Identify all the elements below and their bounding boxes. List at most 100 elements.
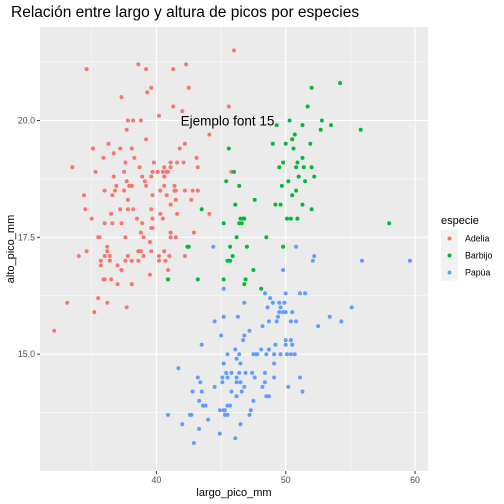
point-adelia — [175, 160, 180, 165]
y-tick-label: 20.0 — [18, 115, 35, 125]
point-papua — [242, 333, 247, 338]
point-adelia — [65, 300, 70, 305]
point-papua — [247, 328, 252, 333]
point-adelia — [124, 305, 129, 310]
point-adelia — [173, 235, 178, 240]
point-adelia — [113, 188, 117, 193]
point-adelia — [168, 202, 173, 207]
point-adelia — [157, 113, 161, 118]
point-adelia — [164, 193, 169, 198]
point-papua — [274, 319, 279, 324]
point-adelia — [131, 207, 136, 212]
point-papua — [225, 375, 230, 380]
point-papua — [339, 319, 344, 324]
point-adelia — [91, 146, 95, 151]
point-papua — [349, 305, 354, 310]
point-adelia — [190, 188, 195, 193]
point-barbijo — [273, 202, 278, 207]
point-adelia — [182, 254, 187, 258]
point-papua — [407, 258, 412, 263]
legend: especie Adelia Barbijo Papúa — [441, 215, 492, 281]
point-papua — [283, 310, 288, 315]
point-papua — [281, 268, 286, 272]
chart-title: Relación entre largo y altura de picos p… — [11, 4, 359, 21]
point-barbijo — [221, 221, 226, 226]
point-adelia — [167, 254, 172, 258]
annotation-label: Ejemplo font 15 — [181, 113, 275, 128]
point-adelia — [123, 258, 128, 263]
point-barbijo — [309, 165, 314, 170]
point-barbijo — [338, 81, 343, 86]
point-papua — [310, 258, 315, 263]
point-papua — [225, 352, 230, 357]
point-papua — [292, 352, 297, 357]
legend-marker-papua — [447, 270, 452, 275]
point-barbijo — [233, 202, 238, 207]
point-adelia — [168, 235, 173, 240]
point-barbijo — [292, 132, 297, 137]
point-papua — [243, 370, 248, 375]
point-papua — [288, 319, 293, 324]
point-adelia — [157, 258, 161, 263]
point-adelia — [97, 235, 102, 240]
point-papua — [248, 408, 253, 413]
point-barbijo — [277, 165, 282, 170]
point-papua — [260, 324, 265, 329]
point-adelia — [101, 155, 106, 160]
point-adelia — [182, 141, 187, 146]
point-papua — [272, 375, 277, 380]
point-papua — [288, 352, 293, 357]
point-barbijo — [226, 146, 231, 151]
point-adelia — [137, 165, 142, 170]
point-barbijo — [303, 179, 308, 184]
point-barbijo — [224, 179, 229, 184]
point-adelia — [76, 254, 81, 258]
point-barbijo — [166, 277, 170, 282]
point-barbijo — [287, 118, 292, 123]
point-barbijo — [285, 216, 289, 221]
point-papua — [237, 370, 242, 375]
point-papua — [238, 380, 243, 385]
point-papua — [197, 398, 202, 403]
point-adelia — [119, 95, 124, 100]
point-adelia — [109, 211, 114, 216]
point-barbijo — [270, 141, 275, 146]
x-tick-label: 50 — [281, 475, 291, 485]
y-tick-label: 17.5 — [18, 232, 35, 242]
point-adelia — [140, 174, 145, 179]
point-adelia — [150, 169, 155, 174]
point-barbijo — [242, 216, 247, 221]
point-adelia — [102, 254, 107, 258]
point-barbijo — [264, 235, 269, 240]
legend-label-adelia: Adelia — [465, 234, 490, 244]
point-adelia — [138, 230, 143, 235]
point-papua — [327, 314, 332, 319]
point-adelia — [102, 188, 107, 193]
point-barbijo — [312, 174, 317, 179]
point-papua — [283, 342, 288, 347]
y-axis-title: alto_pico_mm — [5, 215, 17, 283]
point-barbijo — [387, 221, 392, 226]
point-adelia — [158, 211, 163, 216]
point-papua — [298, 375, 302, 380]
point-adelia — [147, 240, 152, 244]
point-adelia — [168, 230, 173, 235]
point-barbijo — [319, 118, 324, 123]
point-adelia — [162, 249, 167, 254]
point-papua — [206, 417, 211, 422]
x-axis: 40 50 60 — [152, 471, 420, 485]
point-adelia — [163, 258, 168, 263]
point-adelia — [194, 155, 199, 160]
point-adelia — [140, 221, 145, 226]
point-papua — [294, 244, 299, 249]
point-adelia — [147, 272, 152, 277]
point-barbijo — [358, 127, 363, 132]
point-papua — [242, 384, 247, 389]
point-papua — [217, 431, 222, 436]
point-papua — [300, 389, 305, 394]
point-barbijo — [239, 221, 244, 226]
point-papua — [266, 394, 271, 399]
point-adelia — [52, 328, 57, 333]
point-barbijo — [305, 104, 310, 109]
point-adelia — [118, 207, 123, 212]
